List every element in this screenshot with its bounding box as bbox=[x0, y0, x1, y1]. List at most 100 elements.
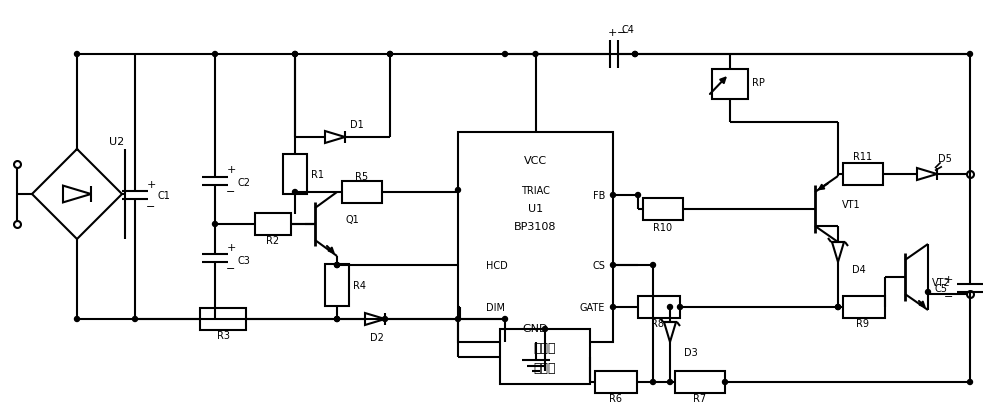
Text: R9: R9 bbox=[856, 318, 869, 328]
Circle shape bbox=[458, 317, 462, 322]
Text: GND: GND bbox=[523, 323, 548, 333]
Text: Q1: Q1 bbox=[345, 215, 359, 224]
Text: 大电路: 大电路 bbox=[534, 360, 556, 373]
Text: R6: R6 bbox=[608, 393, 622, 403]
Text: D5: D5 bbox=[938, 153, 952, 164]
Circle shape bbox=[335, 317, 340, 322]
Text: BP3108: BP3108 bbox=[514, 222, 557, 231]
Bar bbox=[342, 181, 382, 203]
Circle shape bbox=[503, 52, 508, 58]
Text: U2: U2 bbox=[109, 136, 125, 147]
Circle shape bbox=[610, 305, 616, 310]
Circle shape bbox=[503, 317, 508, 322]
Bar bbox=[712, 70, 748, 100]
Circle shape bbox=[456, 188, 460, 193]
Text: R7: R7 bbox=[693, 393, 707, 403]
Text: −: − bbox=[617, 28, 627, 38]
Bar bbox=[675, 371, 725, 393]
Text: FB: FB bbox=[593, 190, 605, 200]
Text: C3: C3 bbox=[237, 256, 250, 265]
Text: D3: D3 bbox=[684, 347, 698, 357]
Circle shape bbox=[835, 305, 840, 310]
Circle shape bbox=[967, 172, 972, 177]
Text: C4: C4 bbox=[622, 25, 634, 35]
Circle shape bbox=[75, 52, 80, 58]
Bar bbox=[500, 329, 590, 384]
Text: −: − bbox=[226, 187, 236, 196]
Text: +: + bbox=[607, 28, 617, 38]
Circle shape bbox=[610, 263, 616, 268]
Bar bbox=[843, 164, 883, 185]
Circle shape bbox=[967, 379, 972, 385]
Circle shape bbox=[967, 52, 972, 58]
Text: +: + bbox=[226, 164, 236, 175]
Text: GATE: GATE bbox=[580, 302, 605, 312]
Circle shape bbox=[133, 317, 138, 322]
Text: D2: D2 bbox=[370, 332, 384, 342]
Circle shape bbox=[335, 263, 340, 268]
Text: DIM: DIM bbox=[486, 302, 505, 312]
Circle shape bbox=[335, 317, 340, 322]
Circle shape bbox=[388, 52, 393, 58]
Text: C5: C5 bbox=[935, 284, 948, 293]
Bar bbox=[458, 133, 613, 342]
Text: −: − bbox=[226, 263, 236, 273]
Circle shape bbox=[633, 52, 638, 58]
Circle shape bbox=[293, 52, 298, 58]
Text: −: − bbox=[146, 202, 156, 211]
Text: −: − bbox=[944, 291, 953, 301]
Bar bbox=[843, 296, 885, 318]
Circle shape bbox=[388, 52, 393, 58]
Circle shape bbox=[722, 379, 727, 385]
Text: +: + bbox=[226, 243, 236, 252]
Circle shape bbox=[925, 290, 930, 295]
Circle shape bbox=[75, 317, 80, 322]
Circle shape bbox=[458, 317, 462, 322]
Text: C2: C2 bbox=[237, 177, 250, 188]
Circle shape bbox=[677, 305, 682, 310]
Circle shape bbox=[542, 327, 548, 332]
Bar bbox=[595, 371, 637, 393]
Bar bbox=[200, 308, 246, 330]
Text: R4: R4 bbox=[353, 280, 366, 290]
Bar bbox=[283, 155, 307, 194]
Circle shape bbox=[213, 222, 218, 227]
Text: CS: CS bbox=[592, 260, 605, 270]
Text: D1: D1 bbox=[350, 120, 364, 130]
Text: R3: R3 bbox=[217, 330, 230, 340]
Text: D4: D4 bbox=[852, 264, 866, 274]
Bar bbox=[643, 198, 683, 220]
Circle shape bbox=[213, 52, 218, 58]
Circle shape bbox=[383, 317, 388, 322]
Bar bbox=[638, 296, 680, 318]
Circle shape bbox=[667, 305, 672, 310]
Circle shape bbox=[633, 52, 638, 58]
Circle shape bbox=[835, 305, 840, 310]
Circle shape bbox=[335, 263, 340, 268]
Text: R1: R1 bbox=[311, 170, 324, 179]
Circle shape bbox=[667, 379, 672, 385]
Circle shape bbox=[650, 263, 655, 268]
Text: VT1: VT1 bbox=[842, 200, 861, 209]
Circle shape bbox=[650, 379, 655, 385]
Text: R10: R10 bbox=[653, 222, 673, 232]
Text: R11: R11 bbox=[853, 151, 873, 162]
Text: R8: R8 bbox=[651, 318, 664, 328]
Circle shape bbox=[533, 52, 538, 58]
Circle shape bbox=[293, 52, 298, 58]
Text: U1: U1 bbox=[528, 203, 543, 213]
Text: VT2: VT2 bbox=[932, 277, 951, 287]
Text: 滤波放: 滤波放 bbox=[534, 342, 556, 355]
Circle shape bbox=[636, 193, 640, 198]
Text: VCC: VCC bbox=[524, 156, 547, 166]
Text: R5: R5 bbox=[355, 172, 369, 181]
Text: +: + bbox=[146, 179, 156, 190]
Text: HCD: HCD bbox=[486, 260, 508, 270]
Text: TRIAC: TRIAC bbox=[521, 185, 550, 196]
Text: C1: C1 bbox=[157, 190, 170, 200]
Text: +: + bbox=[944, 274, 953, 284]
Bar bbox=[325, 264, 349, 306]
Circle shape bbox=[610, 193, 616, 198]
Circle shape bbox=[293, 190, 298, 195]
Text: RP: RP bbox=[752, 78, 765, 88]
